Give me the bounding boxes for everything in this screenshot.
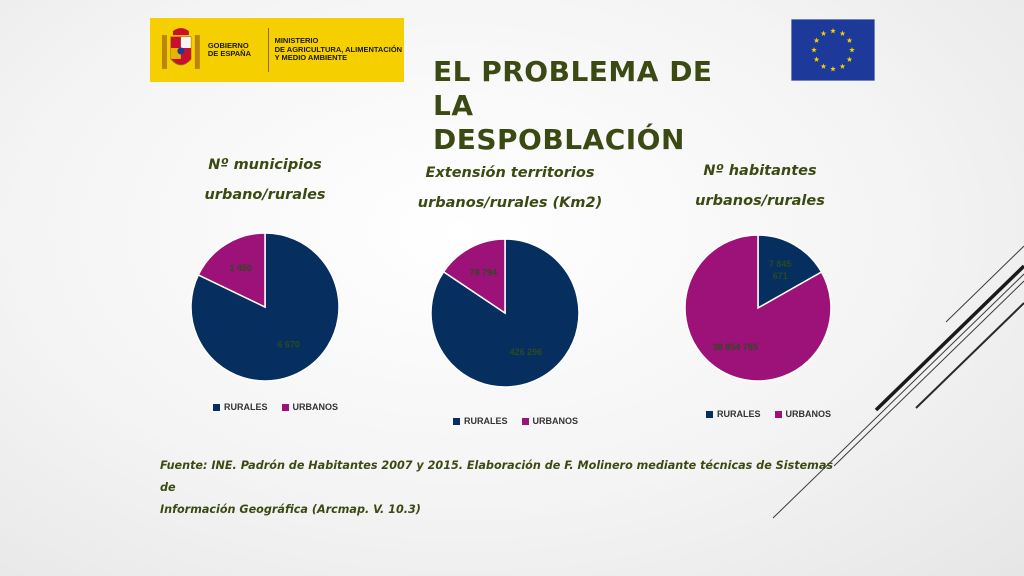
- legend-item-rurales: RURALES: [706, 409, 761, 419]
- legend-label-rurales: RURALES: [717, 409, 761, 419]
- deco-line: [772, 273, 1024, 519]
- eu-star-icon: [811, 47, 817, 53]
- legend-item-urbanos: URBANOS: [774, 409, 832, 419]
- legend-item-rurales: RURALES: [213, 402, 268, 412]
- legend-swatch-urbanos: [774, 410, 782, 418]
- data-label-urbanos: 78 794: [470, 268, 498, 278]
- legend-label-rurales: RURALES: [464, 416, 508, 426]
- eu-star-icon: [830, 66, 836, 72]
- pie-chart-municipios: 6 670 1 450: [190, 232, 340, 382]
- deco-line: [915, 302, 1024, 409]
- eu-star-icon: [839, 63, 846, 69]
- legend-swatch-rurales: [213, 403, 220, 411]
- data-label-urbanos: 1 450: [229, 263, 252, 273]
- eu-star-icon: [846, 56, 853, 62]
- pie-slice-urbanos: [442, 238, 506, 315]
- gov-text-gobierno: GOBIERNO DE ESPAÑA: [207, 40, 252, 58]
- legend-item-urbanos: URBANOS: [521, 416, 579, 426]
- eu-star-icon: [839, 30, 846, 36]
- pie-chart-extension: 426 296 78 794: [430, 238, 580, 388]
- chart-title-municipios: Nº municipios urbano/rurales: [204, 157, 326, 203]
- pie-chart-habitantes: 7 845 671 38 854 755: [684, 234, 832, 382]
- deco-line: [833, 280, 1024, 467]
- eu-star-icon: [830, 28, 836, 34]
- pie-slice-rurales: [430, 238, 580, 388]
- page-title: EL PROBLEMA DE LA DESPOBLACIÓN: [433, 55, 713, 156]
- legend-item-urbanos: URBANOS: [281, 402, 339, 412]
- gov-divider: [267, 28, 269, 72]
- data-label-rurales: 6 670: [277, 340, 300, 350]
- legend-swatch-rurales: [453, 417, 460, 425]
- legend-label-urbanos: URBANOS: [292, 402, 339, 412]
- eu-star-icon: [849, 47, 855, 53]
- gov-text-ministerio: MINISTERIO DE AGRICULTURA, ALIMENTACIÓN …: [274, 36, 403, 63]
- chart-title-extension: Extensión territorios urbanos/rurales (K…: [417, 165, 603, 211]
- legend-swatch-urbanos: [521, 417, 529, 425]
- legend-label-urbanos: URBANOS: [532, 416, 579, 426]
- pie-slice-urbanos: [684, 234, 832, 382]
- government-logo-banner: GOBIERNO DE ESPAÑA MINISTERIO DE AGRICUL…: [150, 18, 404, 82]
- pie-slice-rurales: [757, 234, 823, 310]
- legend-label-rurales: RURALES: [224, 402, 268, 412]
- legend-extension: RURALES URBANOS: [453, 416, 586, 426]
- chart-title-habitantes: Nº habitantes urbanos/rurales: [695, 163, 825, 209]
- eu-star-icon: [813, 37, 820, 43]
- deco-line: [945, 245, 1024, 323]
- data-label-rurales: 426 296: [510, 347, 543, 357]
- data-label-rurales: 7 845 671: [769, 259, 792, 281]
- legend-municipios: RURALES URBANOS: [213, 402, 346, 412]
- source-note: Fuente: INE. Padrón de Habitantes 2007 y…: [160, 459, 834, 516]
- eu-star-icon: [820, 63, 827, 69]
- spain-coat-of-arms-icon: [161, 28, 200, 69]
- pie-slice-urbanos: [197, 232, 266, 309]
- legend-swatch-rurales: [706, 410, 713, 418]
- legend-swatch-urbanos: [281, 403, 289, 411]
- eu-star-icon: [846, 37, 853, 43]
- legend-item-rurales: RURALES: [453, 416, 508, 426]
- deco-line: [874, 264, 1024, 412]
- eu-star-icon: [820, 30, 827, 36]
- legend-habitantes: RURALES URBANOS: [706, 409, 839, 419]
- legend-label-urbanos: URBANOS: [785, 409, 832, 419]
- data-label-urbanos: 38 854 755: [713, 342, 758, 352]
- eu-star-icon: [813, 56, 820, 62]
- eu-flag-icon: [791, 19, 875, 81]
